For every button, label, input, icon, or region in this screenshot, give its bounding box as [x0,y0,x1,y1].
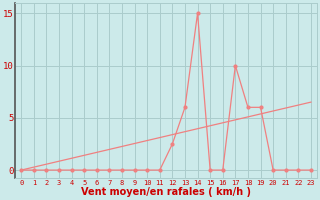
X-axis label: Vent moyen/en rafales ( km/h ): Vent moyen/en rafales ( km/h ) [81,187,251,197]
